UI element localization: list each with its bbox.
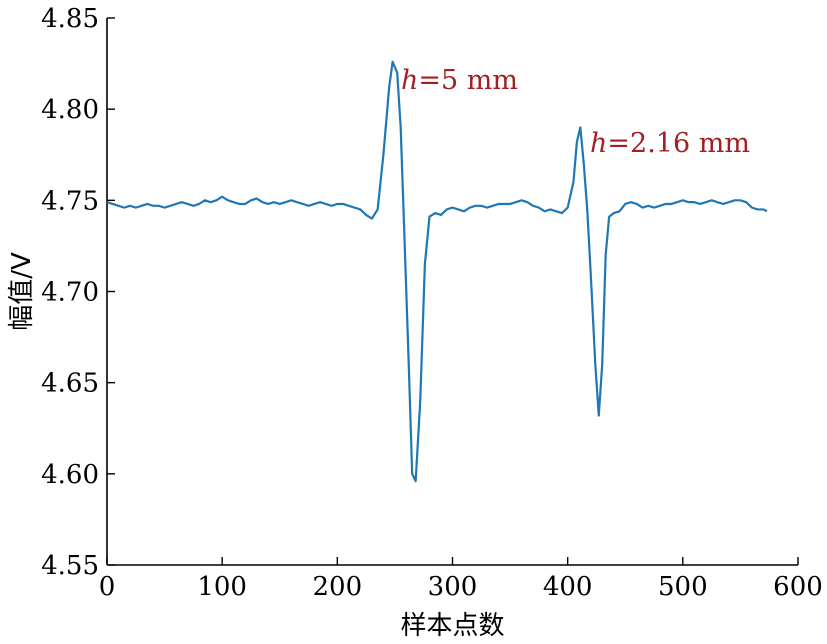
y-axis-label: 幅值/V (7, 252, 37, 331)
x-tick-label: 500 (658, 572, 708, 602)
x-tick-label: 600 (773, 572, 823, 602)
annotation-peak-2: h=2.16 mm (590, 128, 750, 159)
axes (106, 18, 798, 566)
x-tick-label: 300 (428, 572, 478, 602)
y-tick-label: 4.80 (41, 95, 99, 125)
x-axis-label: 样本点数 (400, 611, 504, 641)
x-tick-label: 400 (543, 572, 593, 602)
annotation-peak-2-value: =2.16 mm (607, 128, 750, 159)
y-tick-label: 4.85 (41, 4, 99, 34)
y-tick-label: 4.75 (41, 186, 99, 216)
series-layer (106, 60, 768, 483)
series-line-0 (106, 60, 768, 483)
annotation-peak-2-symbol: h (590, 128, 607, 159)
ticks: 0 100 200 300 400 500 600 4.55 4.60 4.65 4.70 4.75 4… (41, 4, 823, 602)
x-tick-label: 0 (99, 572, 116, 602)
annotation-peak-1-symbol: h (401, 65, 418, 96)
y-tick-label: 4.60 (41, 460, 99, 490)
annotation-peak-1: h=5 mm (401, 65, 518, 96)
y-tick-label: 4.55 (41, 551, 99, 581)
y-tick-label: 4.70 (41, 278, 99, 308)
annotation-peak-1-value: =5 mm (418, 65, 518, 96)
y-tick-label: 4.65 (41, 369, 99, 399)
x-tick-label: 100 (197, 572, 247, 602)
x-tick-label: 200 (313, 572, 363, 602)
